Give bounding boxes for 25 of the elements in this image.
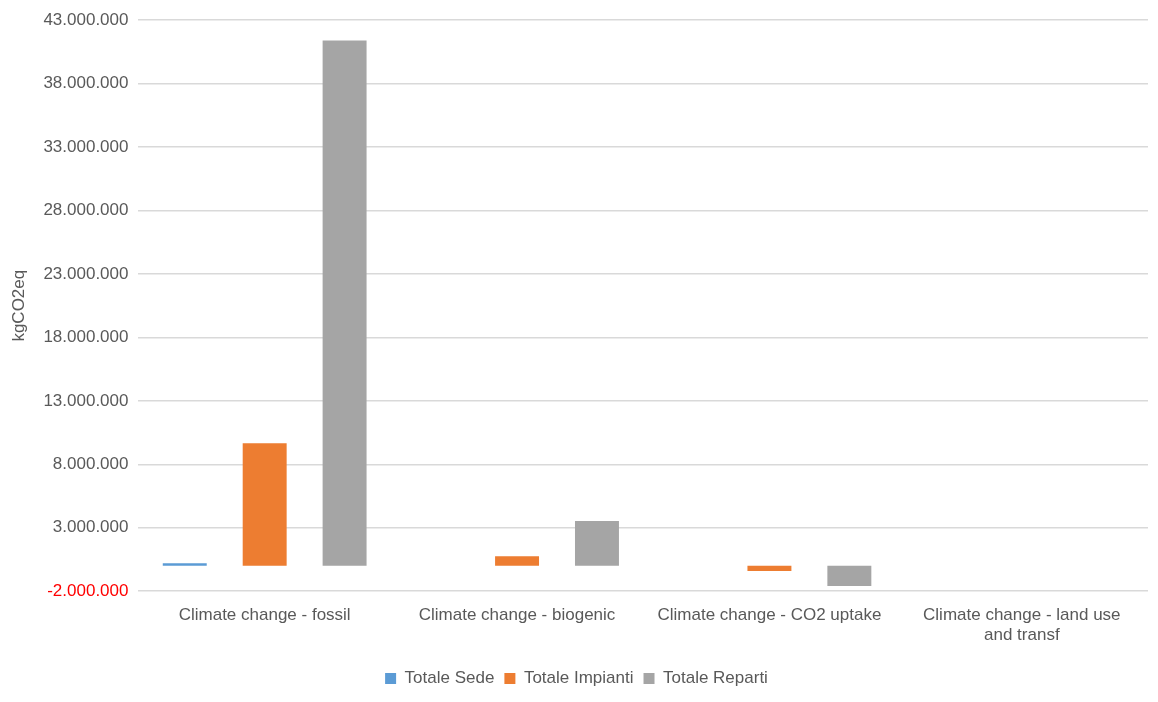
x-tick-label: Climate change - fossil <box>178 605 351 625</box>
y-tick-label: 28.000.000 <box>43 200 129 220</box>
y-axis-title: kgCO2eq <box>8 269 28 342</box>
legend-label: Totale Sede <box>404 668 495 688</box>
y-tick-label: 18.000.000 <box>43 327 129 347</box>
bar <box>242 443 287 566</box>
legend-label: Totale Reparti <box>663 668 768 688</box>
y-tick-label: 3.000.000 <box>52 517 129 537</box>
y-tick-label: 13.000.000 <box>43 390 129 410</box>
y-tick-label: 8.000.000 <box>52 454 129 473</box>
bar <box>162 563 207 566</box>
x-tick-label: Climate change - biogenic <box>418 605 616 625</box>
bar <box>322 40 367 566</box>
legend-label: Totale Impianti <box>523 668 634 688</box>
y-tick-label: 43.000.000 <box>43 9 129 29</box>
bar <box>747 565 792 571</box>
y-tick-label: 33.000.000 <box>43 136 129 156</box>
y-tick-label: 23.000.000 <box>43 263 129 283</box>
y-tick-label: 38.000.000 <box>43 73 129 93</box>
x-tick-label: Climate change - CO2 uptake <box>657 605 882 625</box>
bar <box>495 556 540 566</box>
y-tick-label: -2.000.000 <box>47 580 129 600</box>
bar <box>574 521 619 566</box>
x-tick-label: Climate change - land use and transf <box>923 605 1121 645</box>
bar <box>827 565 872 587</box>
